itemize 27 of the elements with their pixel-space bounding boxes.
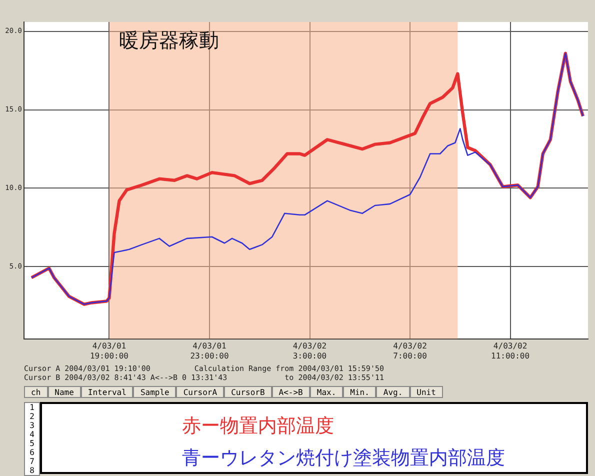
x-tick-label: 4/03/02 11:00:00 (491, 342, 530, 360)
text: 3 (28, 421, 36, 430)
text: Avg. (376, 386, 410, 398)
text: 赤ー物置内部温度 (182, 414, 335, 439)
text: 5 (28, 439, 36, 448)
text: CursorA (176, 386, 224, 398)
text: 7 (28, 457, 36, 466)
text: Unit (410, 386, 443, 398)
text: Interval (80, 386, 134, 398)
x-tick-label: 4/03/01 23:00:00 (190, 342, 229, 360)
text: 1 (28, 403, 36, 412)
text: A<->B (272, 386, 310, 398)
text: Max. (310, 386, 344, 398)
text: CursorB (224, 386, 272, 398)
x-tick-label: 4/03/02 3:00:00 (292, 342, 327, 360)
text: 青ーウレタン焼付け塗装物置内部温度 (182, 446, 505, 471)
text: Name (48, 386, 81, 398)
x-tick-label: 4/03/01 19:00:00 (90, 342, 129, 360)
text: 6 (28, 448, 36, 457)
text: 8 (28, 466, 36, 475)
text: Sample (133, 386, 176, 398)
band-label: 暖房器稼動 (119, 28, 220, 52)
text: 4 (28, 430, 36, 439)
x-tick-label: 4/03/02 7:00:00 (393, 342, 428, 360)
text: Min. (343, 386, 376, 398)
text: 2 (28, 412, 36, 421)
text: ch (24, 386, 48, 398)
